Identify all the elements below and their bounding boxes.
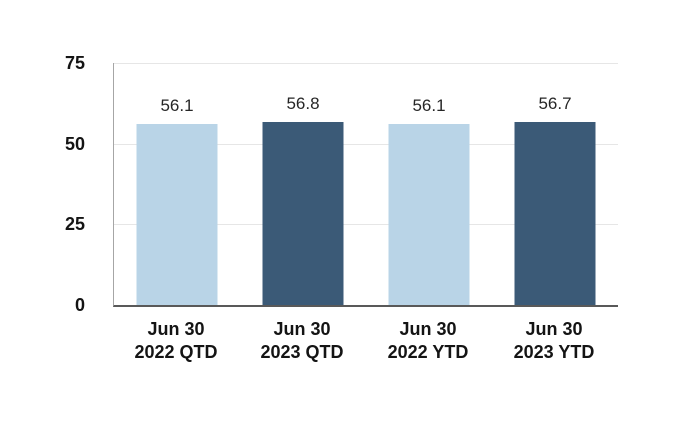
x-category-line: 2022 YTD <box>387 342 469 362</box>
plot-area: 56.1 56.8 56.1 56.7 <box>113 63 618 307</box>
y-tick-label: 75 <box>64 53 85 73</box>
x-category-line: Jun 30 <box>399 319 457 339</box>
y-tick-label: 25 <box>64 214 85 235</box>
bar-value-label: 56.7 <box>538 94 572 113</box>
x-category-line: 2022 QTD <box>134 342 218 362</box>
x-category-label: Jun 30 2023 YTD <box>491 318 617 364</box>
gridline <box>114 63 618 64</box>
y-axis: 0 25 50 75 <box>0 54 85 314</box>
bar-cell: 56.8 <box>240 63 366 305</box>
x-category-line: Jun 30 <box>147 319 205 339</box>
x-category-label: Jun 30 2022 QTD <box>113 318 239 364</box>
y-tick-label: 0 <box>74 295 85 315</box>
bar-value-label: 56.1 <box>412 96 446 115</box>
bar-jun-30-2022-qtd[interactable] <box>136 124 218 305</box>
x-category-line: 2023 QTD <box>260 342 344 362</box>
bar-cell: 56.7 <box>492 63 618 305</box>
x-category-line: Jun 30 <box>273 319 331 339</box>
bar-cells: 56.1 56.8 56.1 56.7 <box>114 63 618 305</box>
bar-value-label: 56.1 <box>160 96 194 115</box>
bar-cell: 56.1 <box>366 63 492 305</box>
bar-jun-30-2022-ytd[interactable] <box>388 124 470 305</box>
x-category-line: Jun 30 <box>525 319 583 339</box>
gridline <box>114 143 618 145</box>
bar-jun-30-2023-ytd[interactable] <box>514 122 596 305</box>
x-category-label: Jun 30 2022 YTD <box>365 318 491 364</box>
bar-cell: 56.1 <box>114 63 240 305</box>
bar-jun-30-2023-qtd[interactable] <box>262 122 344 305</box>
x-axis: Jun 30 2022 QTD Jun 30 2023 QTD Jun 30 2022 Y… <box>113 318 617 364</box>
x-category-line: 2023 YTD <box>513 342 595 362</box>
y-tick-label: 50 <box>64 133 85 154</box>
bar-value-label: 56.8 <box>286 94 320 113</box>
x-category-label: Jun 30 2023 QTD <box>239 318 365 364</box>
gridline <box>114 224 618 226</box>
